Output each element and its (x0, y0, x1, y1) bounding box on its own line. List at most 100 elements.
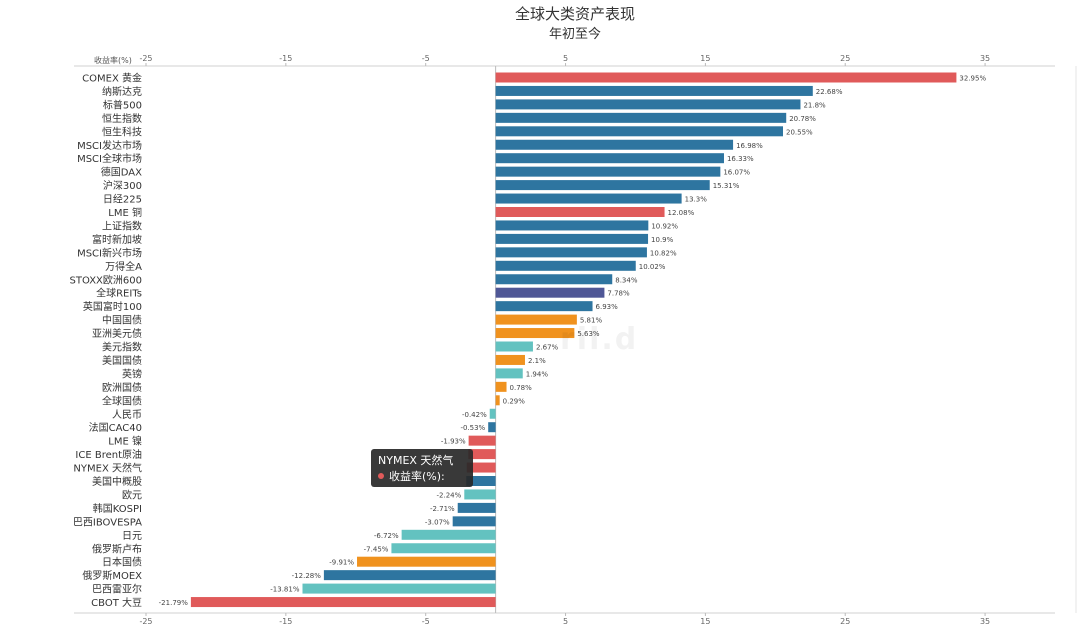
value-label: 10.9% (651, 236, 674, 244)
value-label: 20.78% (789, 115, 816, 123)
bottom-tick-label: -5 (422, 617, 430, 626)
category-label: 巴西雷亚尔 (92, 583, 142, 596)
category-label: MSCI全球市场 (77, 152, 142, 165)
value-label: -21.79% (159, 599, 189, 607)
bar (495, 301, 593, 312)
category-label: 俄罗斯MOEX (82, 569, 142, 582)
bottom-tick-label: -15 (279, 617, 292, 626)
bar (495, 72, 957, 83)
x-axis-title: 收益率(%) (94, 56, 132, 65)
watermark: ril.d (560, 322, 639, 357)
value-label: 16.98% (736, 142, 763, 150)
bar (190, 597, 496, 608)
bar (464, 489, 496, 500)
tooltip-title: NYMEX 天然气 (378, 454, 454, 467)
category-label: 恒生指数 (102, 112, 142, 125)
category-label: 美国中概股 (92, 475, 142, 488)
value-label: 2.1% (528, 357, 546, 365)
value-label: 12.08% (668, 209, 695, 217)
value-label: 10.92% (651, 222, 678, 230)
category-label: MSCI发达市场 (77, 139, 142, 152)
category-label: 上证指数 (102, 219, 142, 232)
bar (391, 543, 496, 554)
category-label: 德国DAX (101, 166, 142, 179)
bar (495, 193, 682, 204)
value-label: 16.07% (723, 169, 750, 177)
category-label: 人民币 (112, 409, 142, 421)
category-label: 全球国债 (102, 394, 142, 407)
chart-title: 全球大类资产表现 (514, 5, 635, 23)
category-label: 万得全A (105, 260, 142, 273)
value-label: -13.81% (270, 586, 300, 594)
category-label: 中国国债 (102, 314, 142, 327)
top-tick-label: 15 (700, 54, 710, 63)
value-label: 22.68% (816, 88, 843, 96)
value-label: 6.93% (596, 303, 619, 311)
value-label: -9.91% (329, 559, 354, 567)
value-label: 5.63% (577, 330, 600, 338)
bottom-tick-label: 5 (563, 617, 568, 626)
value-label: -0.53% (460, 424, 485, 432)
bar (495, 354, 525, 365)
bar (495, 166, 721, 177)
category-label: 俄罗斯卢布 (92, 542, 142, 555)
bar (468, 449, 496, 460)
category-label: 亚洲美元债 (92, 327, 142, 340)
bottom-tick-label: 35 (980, 617, 990, 626)
category-label: CBOT 大豆 (91, 596, 142, 609)
value-label: 7.78% (607, 290, 630, 298)
category-label: 英镑 (122, 367, 142, 380)
bar (489, 408, 496, 419)
category-label: 沪深300 (103, 179, 142, 192)
bar (495, 381, 507, 392)
value-label: 5.81% (580, 317, 603, 325)
value-label: -1.93% (441, 438, 466, 446)
value-label: 15.31% (713, 182, 740, 190)
bar (323, 570, 496, 581)
category-label: 美国国债 (102, 354, 142, 367)
category-label: 英国富时100 (83, 300, 142, 313)
bar (488, 422, 496, 433)
value-label: 0.78% (510, 384, 533, 392)
category-label: 纳斯达克 (102, 85, 142, 98)
bar (495, 260, 636, 271)
bar (495, 180, 710, 191)
value-label: 16.33% (727, 155, 754, 163)
value-label: -0.42% (462, 411, 487, 419)
category-label: 恒生科技 (102, 125, 142, 138)
bottom-tick-label: -25 (139, 617, 152, 626)
value-label: 13.3% (685, 196, 708, 204)
bar (302, 583, 496, 594)
bar (452, 516, 496, 527)
category-label: 韩国KOSPI (93, 502, 142, 515)
value-label: -6.72% (374, 532, 399, 540)
bar (495, 368, 523, 379)
bar (495, 220, 649, 231)
bar (495, 139, 734, 150)
bar (357, 556, 496, 567)
category-label: LME 镍 (108, 435, 142, 448)
value-label: -3.07% (425, 518, 450, 526)
category-label: 法国CAC40 (89, 421, 142, 434)
tooltip-value: 收益率(%): -2.06 (378, 470, 445, 499)
bar (495, 233, 649, 244)
category-label: ICE Brent原油 (75, 448, 142, 461)
value-label: 10.82% (650, 249, 677, 257)
bar (466, 462, 496, 473)
value-label: 2.67% (536, 344, 559, 352)
bar (495, 207, 665, 217)
tooltip-row: 收益率(%): -2.06 (378, 469, 466, 501)
value-label: 32.95% (959, 75, 986, 83)
bar (495, 341, 533, 352)
category-label: 欧洲国债 (102, 381, 142, 394)
tooltip: NYMEX 天然气 收益率(%): -2.06 (371, 449, 473, 499)
value-label: 21.8% (803, 101, 826, 109)
top-tick-label: 5 (563, 54, 568, 63)
value-label: 8.34% (615, 276, 638, 284)
value-label: 0.29% (503, 397, 526, 405)
category-label: 日本国债 (102, 556, 142, 569)
tooltip-series-dot (378, 473, 384, 479)
bar (495, 85, 813, 96)
bar (495, 247, 647, 258)
